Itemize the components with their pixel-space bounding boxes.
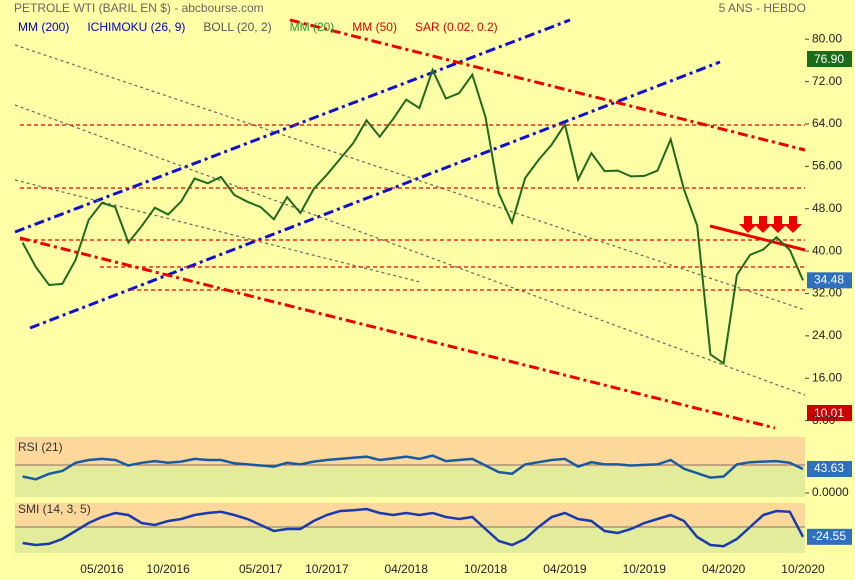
chart-title: PETROLE WTI (BARIL EN $) - abcbourse.com [14,1,264,15]
x-tick-label: 10/2016 [146,562,190,576]
legend-entry: MM (200) [18,20,69,34]
y-tick-label: 48.00 [812,201,842,215]
series-line [22,507,805,548]
arrow [784,216,802,233]
smi-lower-zone [15,527,805,553]
y-tick-label: 8.00 [812,413,836,427]
y-tick-label: 16.00 [812,370,842,384]
rsi-upper-zone [15,437,805,467]
series-line [22,454,804,481]
red-channel-lower [19,236,776,430]
y-tick-label: 24.00 [812,328,842,342]
y-tick-label: 80.00 [812,31,842,45]
red-channel-upper [289,18,806,152]
gray-line [14,44,806,311]
last-badge [807,272,852,289]
x-tick-label: 10/2019 [623,562,667,576]
legend-entry: SAR (0.02, 0.2) [415,20,498,34]
high-label: 76.90 [814,52,844,66]
legend-entry: MM (20) [290,20,335,34]
last-value: -24.55 [812,529,846,543]
last-value: 43.63 [814,461,844,475]
x-tick-label: 10/2018 [464,562,508,576]
low-label: 10.01 [814,406,844,420]
period: 5 ANS - HEBDO [719,1,806,15]
last-badge [807,528,852,545]
x-tick-label: 05/2016 [80,562,124,576]
last-value: 34.48 [814,273,844,287]
low-badge [807,405,852,421]
arrows [739,216,802,233]
y-tick-label: 64.00 [812,116,842,130]
gray-line [14,179,421,283]
y-tick-label: 0.0000 [812,485,849,499]
arrow [769,216,787,233]
rsi-lower-zone [15,467,805,497]
legend-entry: ICHIMOKU (26, 9) [87,20,185,34]
high-badge [807,51,852,67]
x-tick-label: 10/2020 [781,562,825,576]
arrow [754,216,772,233]
x-tick-label: 04/2018 [384,562,428,576]
legend-entry: BOLL (20, 2) [203,20,271,34]
x-tick-label: 10/2017 [305,562,349,576]
series-line [21,67,804,366]
x-tick-label: 04/2020 [702,562,746,576]
arrow [739,216,757,233]
red-trend [709,224,806,252]
trend-lines [14,18,806,430]
smi-title: SMI (14, 3, 5) [18,502,91,516]
y-tick-label: 40.00 [812,243,842,257]
legend-entry: MM (50) [352,20,397,34]
gray-line [14,104,806,396]
y-tick-label: 72.00 [812,74,842,88]
blue-channel-upper [14,18,571,234]
x-tick-label: 05/2017 [239,562,283,576]
y-tick-label: 32.00 [812,286,842,300]
last-badge [807,461,852,478]
x-tick-label: 04/2019 [543,562,587,576]
y-tick-label: 56.00 [812,159,842,173]
blue-channel-lower [29,60,721,330]
rsi-title: RSI (21) [18,440,63,454]
